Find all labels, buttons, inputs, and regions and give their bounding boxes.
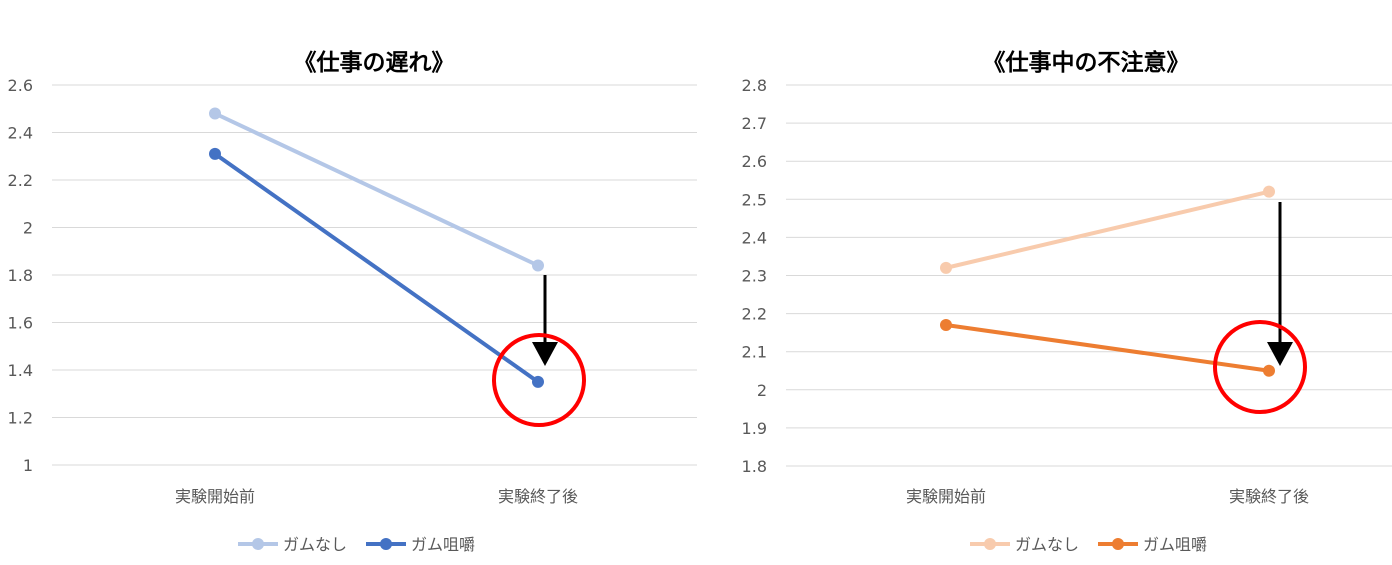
y-tick-label: 1.8 bbox=[8, 266, 33, 285]
legend-label: ガムなし bbox=[283, 535, 347, 554]
y-tick-label: 2.6 bbox=[742, 152, 767, 171]
y-tick-label: 2.4 bbox=[8, 124, 33, 143]
data-point bbox=[209, 147, 221, 160]
legend: ガムなし ガム咀嚼 bbox=[970, 535, 1207, 554]
x-category-label: 実験開始前 bbox=[906, 487, 986, 506]
y-tick-label: 2.7 bbox=[742, 114, 767, 133]
highlight-circle bbox=[1213, 320, 1307, 414]
y-tick-label: 1.4 bbox=[8, 361, 33, 380]
legend-marker bbox=[252, 538, 264, 550]
highlight-circle bbox=[492, 333, 586, 427]
series-line bbox=[944, 189, 1271, 270]
x-axis-categories: 実験開始前 実験終了後 bbox=[175, 487, 578, 506]
gridlines bbox=[52, 84, 697, 466]
y-tick-label: 2.5 bbox=[742, 190, 767, 209]
data-point bbox=[209, 107, 221, 120]
legend: ガムなし ガム咀嚼 bbox=[238, 535, 475, 554]
series-group bbox=[209, 107, 544, 388]
y-tick-label: 1.6 bbox=[8, 314, 33, 333]
x-category-label: 実験終了後 bbox=[498, 487, 578, 506]
y-tick-label: 2.3 bbox=[742, 267, 767, 286]
chart-title: 《仕事の遅れ》 bbox=[294, 49, 455, 76]
x-category-label: 実験終了後 bbox=[1229, 487, 1309, 506]
gridlines bbox=[786, 84, 1392, 467]
y-tick-label: 2 bbox=[23, 219, 33, 238]
y-tick-label: 1 bbox=[23, 456, 33, 475]
y-tick-label: 2.4 bbox=[742, 228, 767, 247]
y-tick-label: 1.9 bbox=[742, 419, 767, 438]
x-category-label: 実験開始前 bbox=[175, 487, 255, 506]
data-point bbox=[1263, 364, 1275, 377]
y-axis-ticks: 2.8 2.7 2.6 2.5 2.4 2.3 2.2 2.1 2 1.9 1.8 bbox=[742, 76, 767, 476]
y-tick-label: 2 bbox=[757, 381, 767, 400]
y-tick-label: 1.2 bbox=[8, 409, 33, 428]
series-group bbox=[940, 185, 1275, 377]
annotations bbox=[492, 275, 586, 427]
data-point bbox=[532, 375, 544, 388]
y-tick-label: 2.2 bbox=[8, 171, 33, 190]
series-line bbox=[213, 111, 540, 268]
legend-marker bbox=[380, 538, 392, 550]
chart-carelessness: 《仕事中の不注意》 2.8 2.7 2.6 2.5 2.4 2.3 2.2 2.1 2 1.9 1.… bbox=[742, 49, 1392, 554]
y-axis-ticks: 2.6 2.4 2.2 2 1.8 1.6 1.4 1.2 1 bbox=[8, 76, 33, 475]
legend-marker bbox=[1112, 538, 1124, 550]
data-point bbox=[1263, 185, 1275, 198]
y-tick-label: 2.2 bbox=[742, 305, 767, 324]
y-tick-label: 2.6 bbox=[8, 76, 33, 95]
x-axis-categories: 実験開始前 実験終了後 bbox=[906, 487, 1309, 506]
data-point bbox=[940, 261, 952, 274]
down-arrow-head bbox=[532, 342, 558, 366]
y-tick-label: 2.1 bbox=[742, 343, 767, 362]
legend-marker bbox=[984, 538, 996, 550]
data-point bbox=[532, 259, 544, 272]
chart-title: 《仕事中の不注意》 bbox=[983, 49, 1190, 76]
legend-label: ガム咀嚼 bbox=[1143, 535, 1207, 554]
legend-label: ガムなし bbox=[1015, 535, 1079, 554]
down-arrow-head bbox=[1267, 342, 1293, 366]
y-tick-label: 2.8 bbox=[742, 76, 767, 95]
annotations bbox=[1213, 202, 1307, 414]
chart-delay: 《仕事の遅れ》 2.6 2.4 2.2 2 1.8 1.6 1.4 1.2 1 実験開始前 実験終… bbox=[8, 49, 697, 554]
series-line bbox=[213, 151, 540, 384]
y-tick-label: 1.8 bbox=[742, 457, 767, 476]
data-point bbox=[940, 319, 952, 332]
legend-label: ガム咀嚼 bbox=[411, 535, 475, 554]
